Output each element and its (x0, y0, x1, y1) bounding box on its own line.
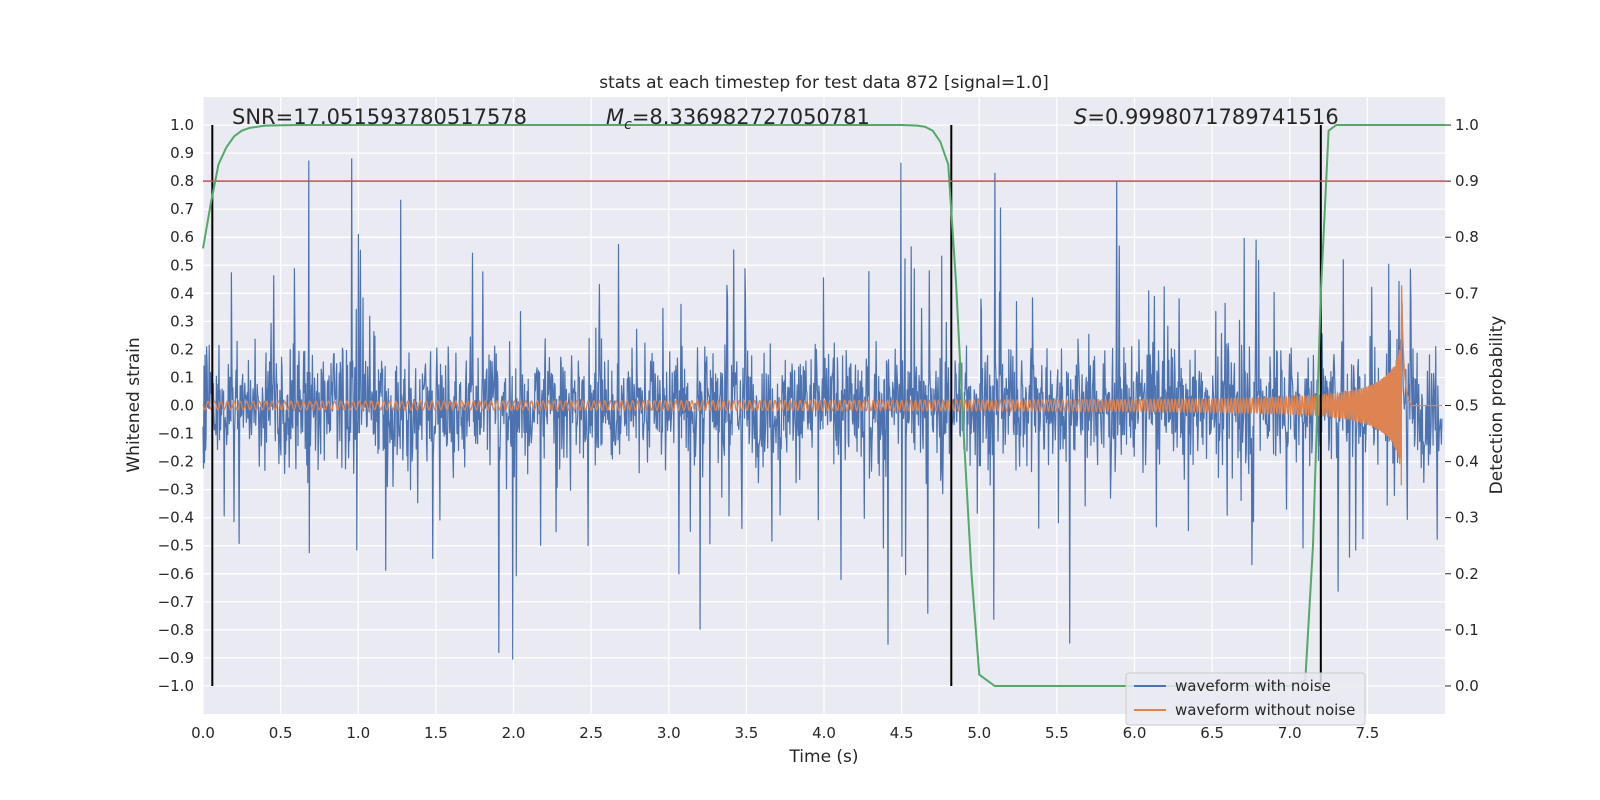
y-tick-label: 0.9 (170, 144, 194, 162)
y-tick-label: −0.6 (158, 565, 194, 583)
x-axis-label: Time (s) (788, 747, 858, 767)
chirp-mass-annotation: Mc=8.336982727050781 (606, 105, 870, 133)
clean-waveform-line (202, 285, 1442, 486)
score-annotation: S=0.9998071789741516 (1074, 105, 1339, 129)
y-tick-label: −0.5 (158, 537, 194, 555)
x-tick-label: 4.0 (812, 724, 836, 742)
x-tick-label: 3.0 (657, 724, 681, 742)
snr-annotation: SNR=17.051593780517578 (232, 105, 527, 129)
y2-axis-ticks: 0.0 0.1 0.2 0.3 0.4 0.5 0.6 0.7 0.8 0.9 1.0 (1445, 116, 1479, 695)
x-tick-label: 2.5 (579, 724, 603, 742)
x-tick-label: 5.0 (967, 724, 991, 742)
y-tick-label: 0.0 (170, 397, 194, 415)
x-tick-label: 5.5 (1045, 724, 1069, 742)
detection-probability-series (202, 124, 1445, 687)
y2-tick-label: 0.1 (1455, 621, 1479, 639)
y-tick-label: −0.2 (158, 453, 194, 471)
waveform-without-noise-series (202, 285, 1442, 486)
legend-box (1125, 672, 1366, 726)
x-axis-ticks: 0.0 0.5 1.0 1.5 2.0 2.5 3.0 3.5 4.0 4.5 5.0 5.5 6.0 6… (191, 724, 1379, 742)
legend-label-clean: waveform without noise (1175, 701, 1355, 719)
x-tick-label: 6.0 (1123, 724, 1147, 742)
x-tick-label: 1.5 (424, 724, 448, 742)
x-tick-label: 7.5 (1355, 724, 1379, 742)
y2-tick-label: 0.9 (1455, 172, 1479, 190)
y-tick-label: 0.3 (170, 312, 194, 330)
x-tick-label: 7.0 (1278, 724, 1302, 742)
y2-tick-label: 0.5 (1455, 397, 1479, 415)
y-tick-label: 0.8 (170, 172, 194, 190)
x-tick-label: 1.0 (346, 724, 370, 742)
x-tick-label: 3.5 (734, 724, 758, 742)
y2-tick-label: 0.2 (1455, 565, 1479, 583)
chart-title: stats at each timestep for test data 872… (599, 73, 1049, 93)
y-tick-label: 0.6 (170, 228, 194, 246)
y2-tick-label: 1.0 (1455, 116, 1479, 134)
y-tick-label: 1.0 (170, 116, 194, 134)
y-tick-label: −0.7 (158, 593, 194, 611)
x-tick-label: 6.5 (1200, 724, 1224, 742)
legend-label-noise: waveform with noise (1175, 677, 1331, 695)
x-tick-label: 2.0 (502, 724, 526, 742)
y-axis-ticks: −1.0 −0.9 −0.8 −0.7 −0.6 −0.5 −0.4 −0.3 −0.2 −0.1… (158, 116, 194, 695)
detection-probability-line (202, 124, 1445, 687)
x-tick-label: 0.5 (269, 724, 293, 742)
y-tick-label: 0.5 (170, 256, 194, 274)
y-tick-label: −0.3 (158, 481, 194, 499)
y2-tick-label: 0.8 (1455, 228, 1479, 246)
y-tick-label: 0.7 (170, 200, 194, 218)
y-tick-label: 0.1 (170, 368, 194, 386)
x-tick-label: 4.5 (890, 724, 914, 742)
y2-tick-label: 0.3 (1455, 509, 1479, 527)
y-tick-label: 0.4 (170, 284, 194, 302)
y-tick-label: −0.4 (158, 509, 194, 527)
y2-tick-label: 0.0 (1455, 677, 1479, 695)
y-tick-label: −0.1 (158, 425, 194, 443)
y-tick-label: −0.8 (158, 621, 194, 639)
y2-tick-label: 0.4 (1455, 453, 1479, 471)
x-tick-label: 0.0 (191, 724, 215, 742)
y2-tick-label: 0.6 (1455, 340, 1479, 358)
y-tick-label: −1.0 (158, 677, 194, 695)
y-tick-label: 0.2 (170, 340, 194, 358)
y2-axis-label: Detection probability (1487, 316, 1507, 495)
y2-tick-label: 0.7 (1455, 284, 1479, 302)
legend: waveform with noise waveform without noi… (1125, 672, 1366, 726)
y-tick-label: −0.9 (158, 649, 194, 667)
y-axis-label: Whitened strain (124, 337, 144, 472)
